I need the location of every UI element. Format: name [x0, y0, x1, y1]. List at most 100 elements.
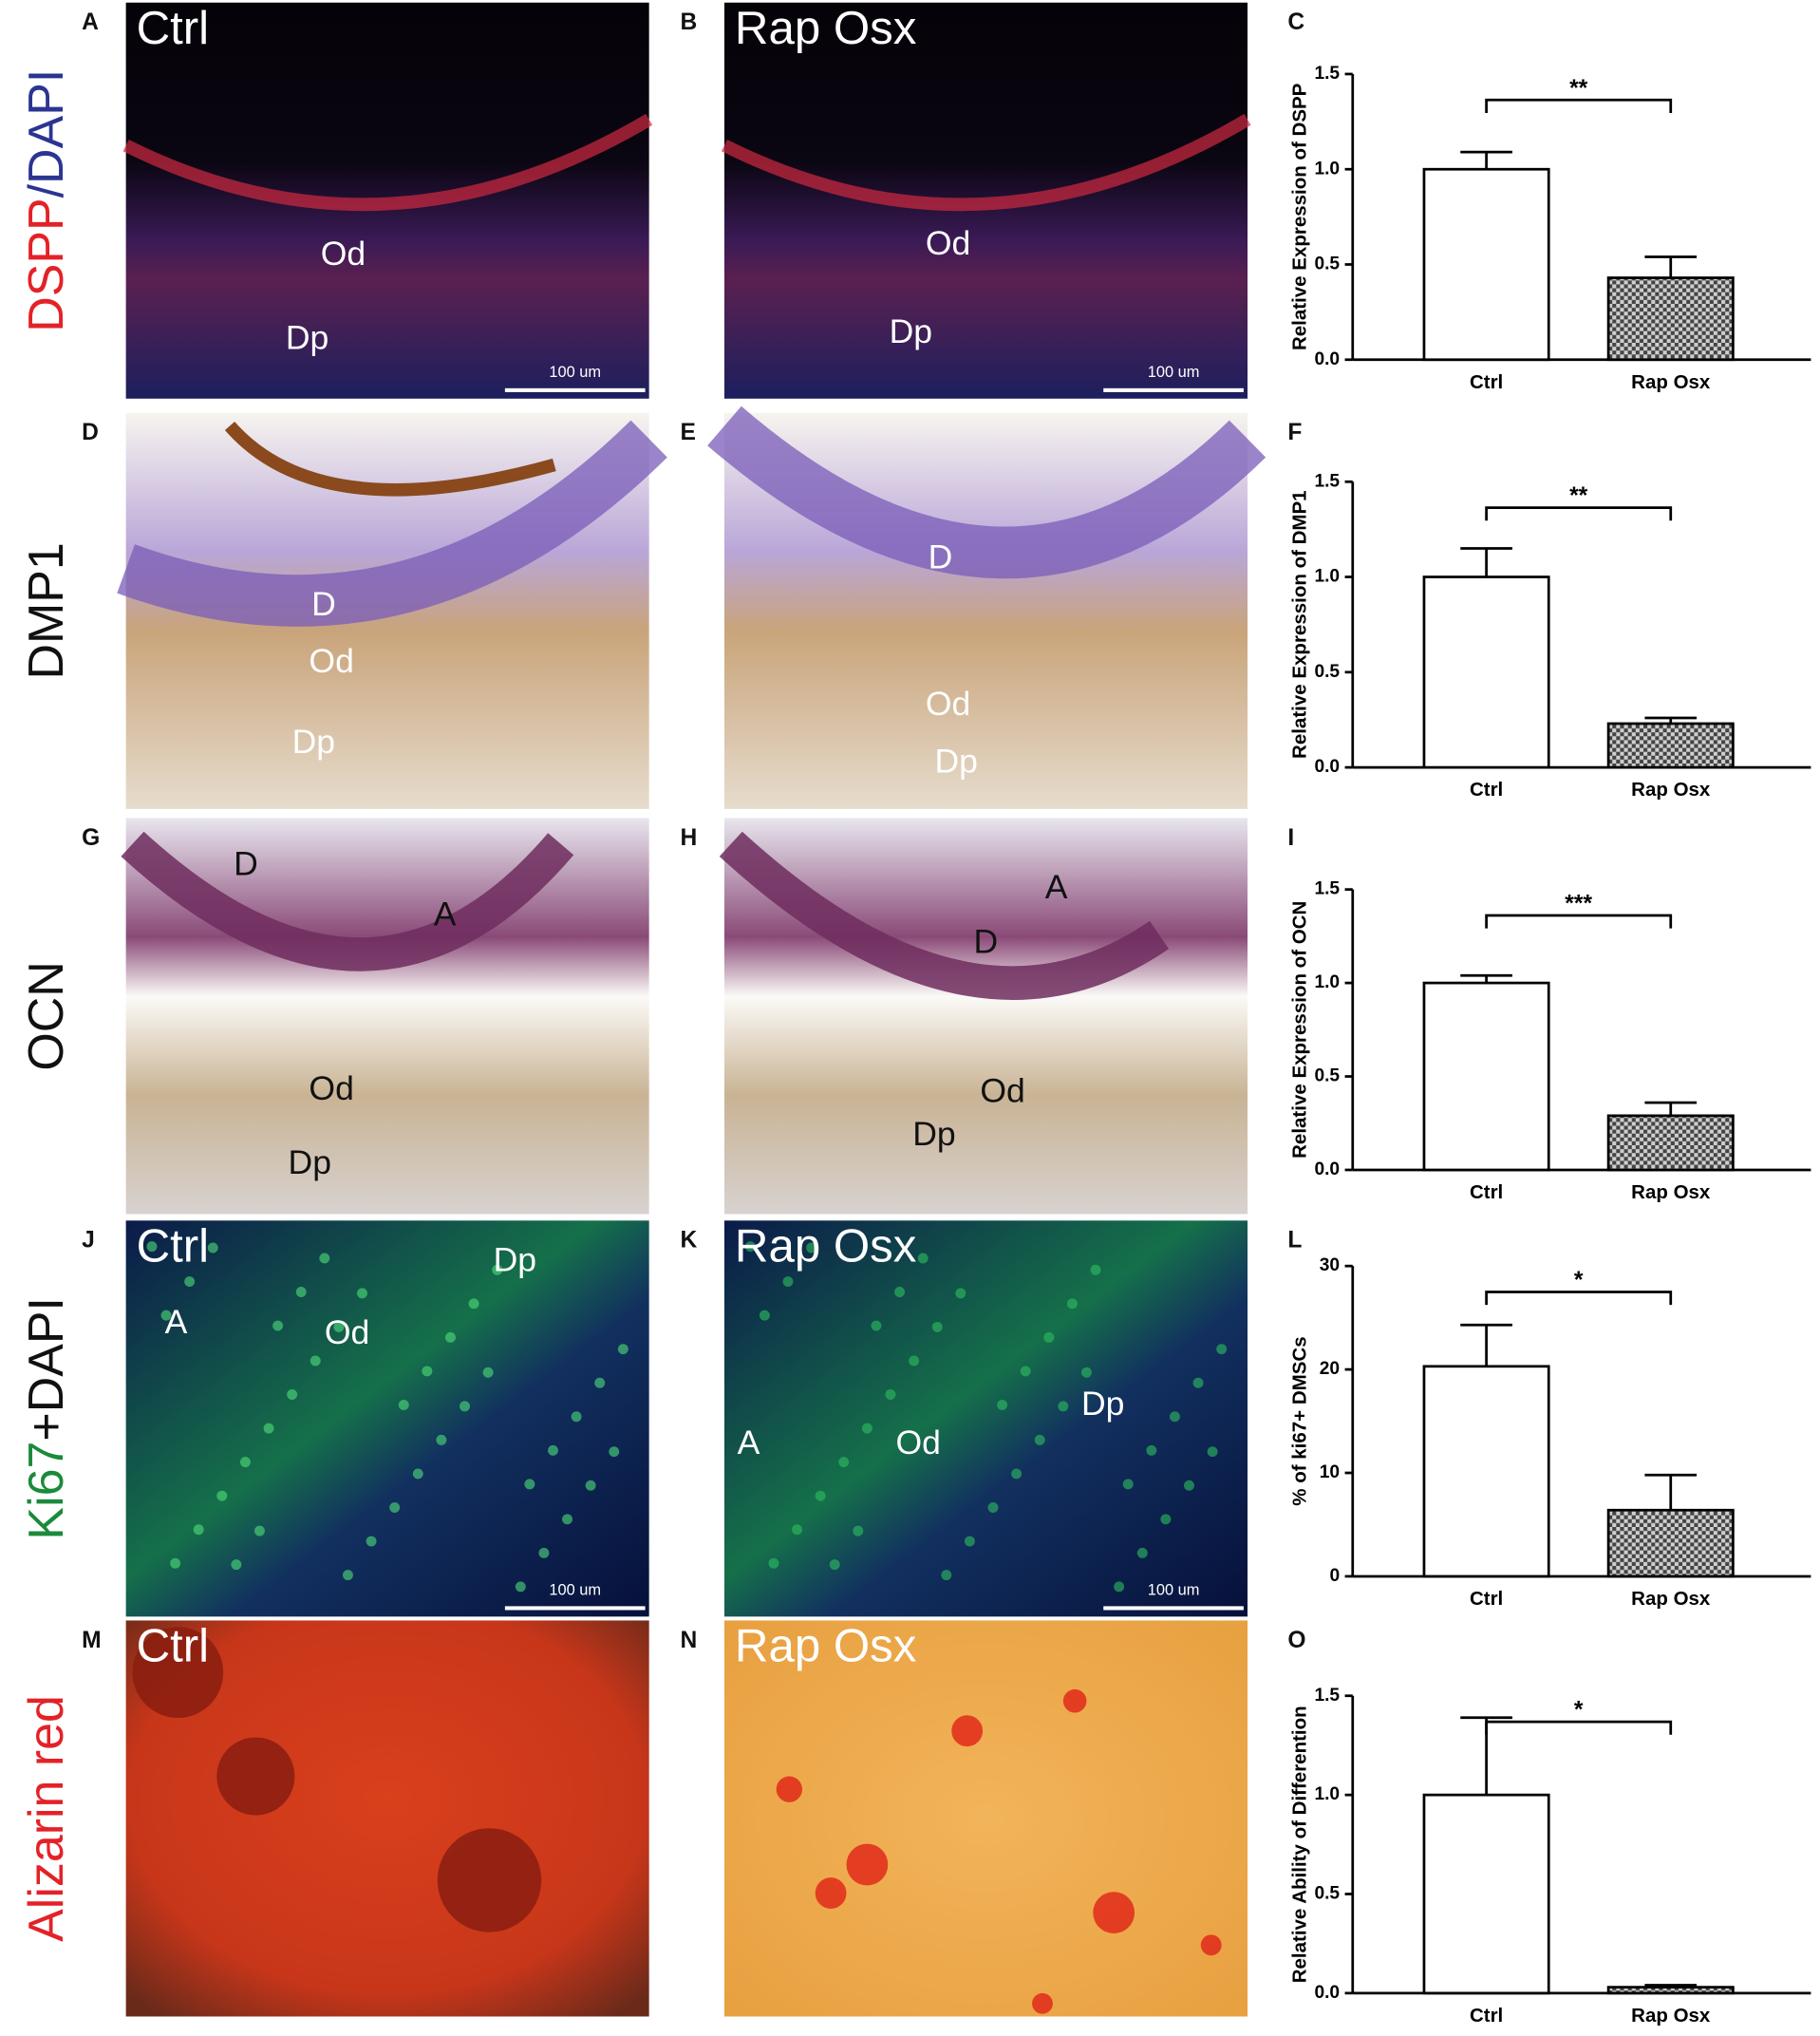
- row-label: DSPP/DAPI: [19, 69, 74, 332]
- x-tick-label: Rap Osx: [1631, 1588, 1711, 1610]
- cell: [436, 1434, 447, 1445]
- cell: [263, 1423, 274, 1434]
- cell: [931, 1321, 943, 1332]
- significance-bracket: [1485, 98, 1673, 113]
- annotation: Od: [309, 1069, 353, 1107]
- cell: [1192, 1377, 1204, 1388]
- panel-letter: A: [82, 9, 99, 35]
- scale-bar-label: 100 um: [549, 364, 601, 381]
- y-axis-label: Relative Expression of OCN: [1288, 901, 1310, 1159]
- annotation: D: [234, 844, 258, 882]
- panel-title: Ctrl: [137, 2, 210, 54]
- bar: [1606, 276, 1735, 362]
- cell: [1146, 1444, 1157, 1456]
- y-tick-label: 0.5: [1314, 254, 1340, 274]
- cell: [594, 1377, 606, 1388]
- micrograph-texture: [132, 1627, 542, 1932]
- panel-letter: H: [680, 825, 697, 851]
- micrograph: [125, 1220, 649, 1617]
- cell: [253, 1525, 265, 1536]
- cell: [885, 1389, 896, 1400]
- micrograph-texture: [121, 831, 574, 971]
- micrograph-texture: [721, 113, 1251, 212]
- bar: [1422, 981, 1550, 1172]
- micrograph: [723, 1620, 1248, 2017]
- y-tick-label: 0.5: [1314, 1066, 1340, 1086]
- cell: [1058, 1401, 1069, 1412]
- bar: [1422, 575, 1550, 769]
- scale-bar: [504, 387, 646, 392]
- y-tick-label: 0.5: [1314, 662, 1340, 682]
- cell: [815, 1490, 826, 1501]
- stain-spot: [815, 1877, 847, 1909]
- cell: [412, 1468, 423, 1480]
- cell: [207, 1242, 218, 1254]
- cell: [170, 1557, 181, 1569]
- cell: [468, 1298, 479, 1310]
- cell: [585, 1480, 596, 1491]
- cell: [333, 1321, 345, 1332]
- row-label: OCN: [19, 961, 74, 1070]
- stain-spot: [846, 1843, 889, 1886]
- micrograph-texture: [776, 1688, 1222, 2014]
- cell: [482, 1367, 494, 1378]
- cell: [444, 1331, 456, 1343]
- y-tick-label: 1.0: [1314, 972, 1340, 992]
- cell: [357, 1288, 367, 1299]
- annotation: Dp: [934, 742, 977, 780]
- y-tick-label: 1.5: [1314, 1686, 1340, 1706]
- cell: [1169, 1411, 1180, 1423]
- cell: [838, 1457, 850, 1468]
- stain-spot: [776, 1776, 803, 1802]
- scale-bar-label: 100 um: [549, 1581, 601, 1598]
- y-tick-label: 1.5: [1314, 879, 1340, 899]
- scale-bar: [1103, 1606, 1244, 1611]
- annotation: Od: [895, 1423, 940, 1461]
- panel-title: Ctrl: [137, 1620, 210, 1672]
- cell: [792, 1524, 803, 1536]
- row-label-part: +DAPI: [19, 1297, 74, 1442]
- x-tick-label: Ctrl: [1470, 2005, 1503, 2027]
- panel-letter: O: [1287, 1628, 1305, 1653]
- row-label-part: OCN: [19, 961, 74, 1070]
- row-label: DMP1: [19, 542, 74, 679]
- row-label-part: DMP1: [19, 542, 74, 679]
- annotation: Dp: [292, 723, 335, 761]
- panel-letter: F: [1287, 420, 1302, 445]
- annotation: Od: [325, 1313, 369, 1351]
- bar: [1422, 1793, 1550, 1995]
- scale-bar: [504, 1606, 646, 1611]
- stain-spot: [1032, 1992, 1053, 2014]
- significance-label: *: [1574, 1268, 1584, 1293]
- cell: [1216, 1344, 1228, 1355]
- panel-title: Rap Osx: [735, 1620, 917, 1672]
- y-tick-label: 0.0: [1314, 757, 1340, 777]
- significance-label: **: [1569, 76, 1588, 102]
- panel-letter: M: [82, 1628, 102, 1653]
- cell: [524, 1479, 535, 1490]
- significance-label: **: [1569, 483, 1588, 509]
- dentin-arc: [121, 831, 574, 971]
- cell: [193, 1524, 204, 1536]
- cell: [853, 1525, 864, 1536]
- annotation: Dp: [912, 1115, 955, 1153]
- row-label-part: Ki67: [19, 1442, 74, 1540]
- bar: [1422, 167, 1550, 362]
- cell: [184, 1276, 196, 1288]
- y-axis-label: Relative Expression of DMP1: [1288, 490, 1310, 759]
- cell: [871, 1320, 882, 1331]
- tissue-edge: [122, 113, 653, 212]
- dentin-arc: [719, 831, 1170, 1000]
- cell: [941, 1570, 952, 1581]
- stain-spot: [1093, 1892, 1135, 1933]
- micrograph: [723, 1220, 1248, 1617]
- row-label: Ki67+DAPI: [19, 1297, 74, 1540]
- annotation: Od: [926, 224, 970, 262]
- cell: [1020, 1366, 1031, 1377]
- annotation: Dp: [289, 1143, 331, 1181]
- significance-bracket: [1485, 506, 1673, 521]
- cell: [460, 1401, 470, 1412]
- panel-letter: K: [680, 1228, 697, 1254]
- stain-spot: [1062, 1688, 1087, 1713]
